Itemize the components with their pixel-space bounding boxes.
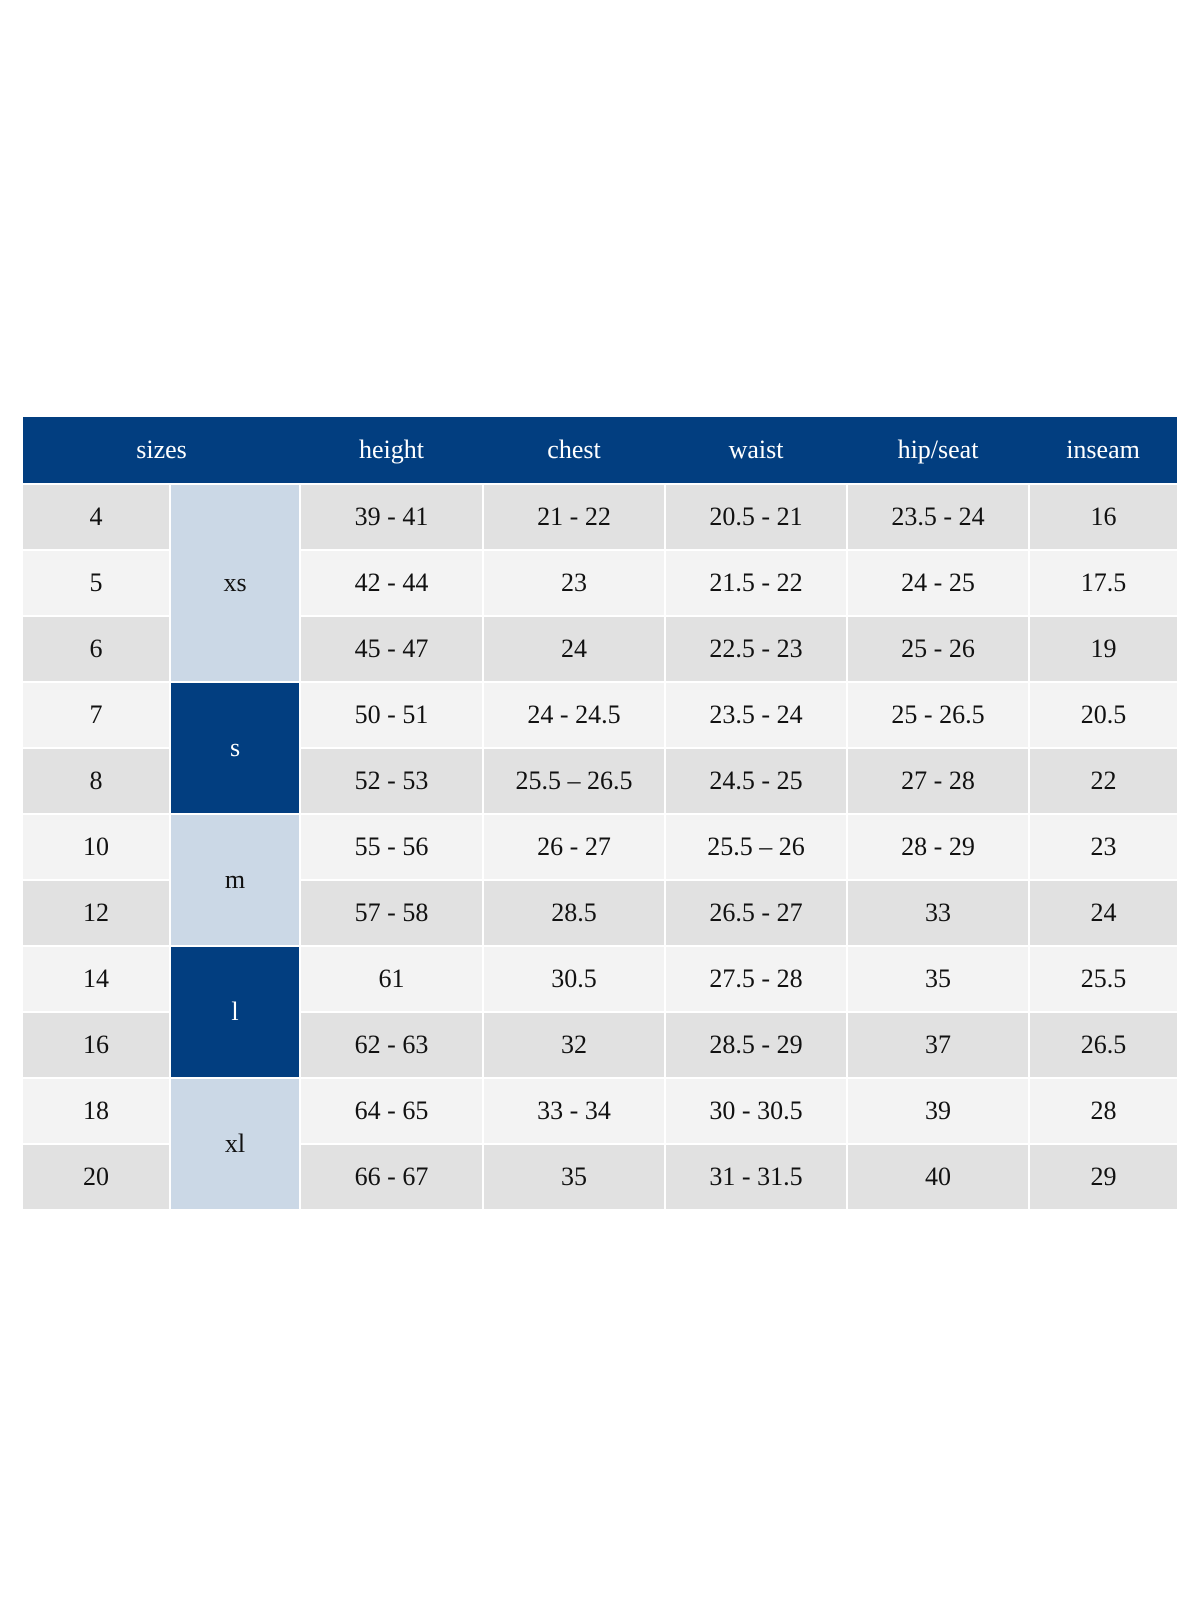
measure-cell: 22.5 - 23: [664, 615, 849, 683]
measure-cell: 39: [846, 1077, 1031, 1145]
size-cell: 12: [23, 879, 171, 947]
size-cell: 10: [23, 813, 171, 881]
table-row: 10 m 55 - 56 26 - 27 25.5 – 26 28 - 29 23: [23, 813, 1178, 947]
measure-cell: 30.5: [482, 945, 667, 1013]
measure-cell: 22: [1028, 747, 1178, 815]
measure-cell: 23: [1028, 813, 1178, 881]
measure-cell: 25.5: [1028, 945, 1178, 1013]
measure-cell: 32: [482, 1011, 667, 1079]
table-row: 7 s 50 - 51 24 - 24.5 23.5 - 24 25 - 26.5 20.5: [23, 681, 1178, 815]
column-header: sizes: [23, 417, 301, 484]
measure-cell: 35: [482, 1143, 667, 1211]
measure-cell: 25.5 – 26.5: [482, 747, 667, 815]
measure-cell: 33: [846, 879, 1031, 947]
measure-cell: 26 - 27: [482, 813, 667, 881]
table-row: 16 62 - 63 32 28.5 - 29 37 26.5: [23, 1011, 1178, 1079]
size-group-cell: xl: [168, 1077, 302, 1211]
size-group-cell: l: [168, 945, 302, 1079]
size-cell: 5: [23, 549, 171, 617]
table-row: 12 57 - 58 28.5 26.5 - 27 33 24: [23, 879, 1178, 947]
measure-cell: 19: [1028, 615, 1178, 683]
table-row: 5 42 - 44 23 21.5 - 22 24 - 25 17.5: [23, 549, 1178, 617]
measure-cell: 25.5 – 26: [664, 813, 849, 881]
measure-cell: 42 - 44: [299, 549, 485, 617]
size-cell: 20: [23, 1143, 171, 1211]
measure-cell: 26.5 - 27: [664, 879, 849, 947]
size-cell: 7: [23, 681, 171, 749]
measure-cell: 16: [1028, 483, 1178, 551]
measure-cell: 20.5: [1028, 681, 1178, 749]
table-row: 14 l 61 30.5 27.5 - 28 35 25.5: [23, 945, 1178, 1079]
size-cell: 4: [23, 483, 171, 551]
measure-cell: 35: [846, 945, 1031, 1013]
table-body: 4 xs 39 - 41 21 - 22 20.5 - 21 23.5 - 24 16 5 42…: [23, 483, 1178, 1211]
table-row: 4 xs 39 - 41 21 - 22 20.5 - 21 23.5 - 24 16: [23, 483, 1178, 683]
measure-cell: 26.5: [1028, 1011, 1178, 1079]
measure-cell: 24.5 - 25: [664, 747, 849, 815]
table-row: 8 52 - 53 25.5 – 26.5 24.5 - 25 27 - 28 22: [23, 747, 1178, 815]
measure-cell: 21 - 22: [482, 483, 667, 551]
size-group-cell: s: [168, 681, 302, 815]
measure-cell: 31 - 31.5: [664, 1143, 849, 1211]
measure-cell: 24 - 25: [846, 549, 1031, 617]
measure-cell: 55 - 56: [299, 813, 485, 881]
measure-cell: 17.5: [1028, 549, 1178, 617]
table-row: 18 xl 64 - 65 33 - 34 30 - 30.5 39 28: [23, 1077, 1178, 1211]
measure-cell: 20.5 - 21: [664, 483, 849, 551]
measure-cell: 40: [846, 1143, 1031, 1211]
column-header: waist: [665, 417, 848, 484]
column-header: inseam: [1029, 417, 1178, 484]
measure-cell: 23.5 - 24: [846, 483, 1031, 551]
table-row: 20 66 - 67 35 31 - 31.5 40 29: [23, 1143, 1178, 1211]
size-cell: 6: [23, 615, 171, 683]
measure-cell: 29: [1028, 1143, 1178, 1211]
size-cell: 8: [23, 747, 171, 815]
measure-cell: 33 - 34: [482, 1077, 667, 1145]
column-header: hip/seat: [847, 417, 1030, 484]
measure-cell: 24 - 24.5: [482, 681, 667, 749]
measure-cell: 57 - 58: [299, 879, 485, 947]
measure-cell: 62 - 63: [299, 1011, 485, 1079]
measure-cell: 28.5: [482, 879, 667, 947]
measure-cell: 39 - 41: [299, 483, 485, 551]
measure-cell: 52 - 53: [299, 747, 485, 815]
measure-cell: 61: [299, 945, 485, 1013]
measure-cell: 24: [482, 615, 667, 683]
measure-cell: 23.5 - 24: [664, 681, 849, 749]
size-chart: sizes height chest waist hip/seat inseam 4 xs 3…: [23, 417, 1178, 1211]
measure-cell: 28: [1028, 1077, 1178, 1145]
measure-cell: 27.5 - 28: [664, 945, 849, 1013]
size-cell: 16: [23, 1011, 171, 1079]
table-row: 6 45 - 47 24 22.5 - 23 25 - 26 19: [23, 615, 1178, 683]
measure-cell: 64 - 65: [299, 1077, 485, 1145]
measure-cell: 30 - 30.5: [664, 1077, 849, 1145]
measure-cell: 24: [1028, 879, 1178, 947]
column-header: height: [300, 417, 484, 484]
header-row: sizes height chest waist hip/seat inseam: [23, 417, 1178, 484]
measure-cell: 45 - 47: [299, 615, 485, 683]
size-cell: 18: [23, 1077, 171, 1145]
column-header: chest: [483, 417, 666, 484]
measure-cell: 66 - 67: [299, 1143, 485, 1211]
size-group-cell: m: [168, 813, 302, 947]
measure-cell: 27 - 28: [846, 747, 1031, 815]
measure-cell: 25 - 26.5: [846, 681, 1031, 749]
measure-cell: 21.5 - 22: [664, 549, 849, 617]
measure-cell: 28.5 - 29: [664, 1011, 849, 1079]
measure-cell: 50 - 51: [299, 681, 485, 749]
size-group-cell: xs: [168, 483, 302, 683]
measure-cell: 28 - 29: [846, 813, 1031, 881]
measure-cell: 37: [846, 1011, 1031, 1079]
measure-cell: 25 - 26: [846, 615, 1031, 683]
size-cell: 14: [23, 945, 171, 1013]
measure-cell: 23: [482, 549, 667, 617]
